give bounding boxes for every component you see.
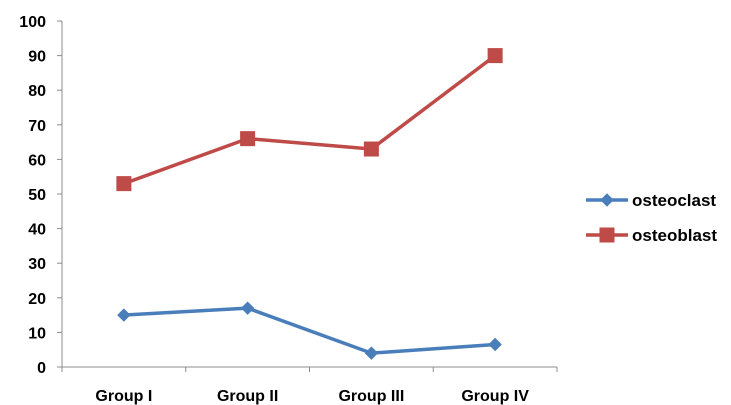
osteoblast-point: [240, 131, 256, 147]
osteoclast-point: [364, 346, 379, 360]
y-tick-label: 60: [28, 152, 46, 169]
osteoblast-point: [116, 176, 132, 192]
x-tick-label: Group I: [95, 388, 152, 405]
osteoblast-line: [123, 54, 497, 186]
osteoblast-point: [487, 48, 503, 64]
series-osteoclast: [117, 301, 502, 360]
osteoclast-point: [488, 337, 502, 352]
y-tick-label: 70: [28, 118, 46, 135]
x-tick-label: Group II: [217, 388, 278, 405]
legend-swatch-marker: [600, 193, 614, 207]
legend-swatch-marker: [599, 227, 615, 243]
y-tick-label: 0: [37, 360, 46, 377]
legend-item-osteoclast: osteoclast: [586, 191, 716, 210]
osteoclast-line: [123, 306, 496, 355]
y-tick-label: 20: [28, 291, 46, 308]
y-tick-label: 100: [19, 14, 46, 31]
x-axis-ticks: Group I Group II Group III Group IV: [61, 367, 558, 405]
y-tick-label: 10: [28, 325, 46, 342]
osteoclast-point: [117, 308, 131, 322]
y-tick-label: 90: [28, 49, 46, 66]
legend: osteoclast osteoblast: [586, 191, 717, 245]
legend-label: osteoblast: [632, 226, 717, 245]
x-tick-label: Group III: [338, 388, 404, 405]
series-osteoblast: [116, 48, 503, 192]
y-axis-ticks: 0 10 20 30 40 50 60 70 80 90 100: [19, 14, 62, 377]
y-tick-label: 80: [28, 83, 46, 100]
y-tick-label: 30: [28, 256, 46, 273]
legend-label: osteoclast: [632, 191, 716, 210]
osteoclast-point: [240, 301, 255, 315]
x-tick-label: Group IV: [461, 388, 529, 405]
y-tick-label: 40: [28, 222, 46, 239]
osteoblast-point: [363, 141, 379, 157]
series-layer: [116, 48, 503, 360]
legend-item-osteoblast: osteoblast: [586, 226, 717, 245]
y-tick-label: 50: [28, 187, 46, 204]
